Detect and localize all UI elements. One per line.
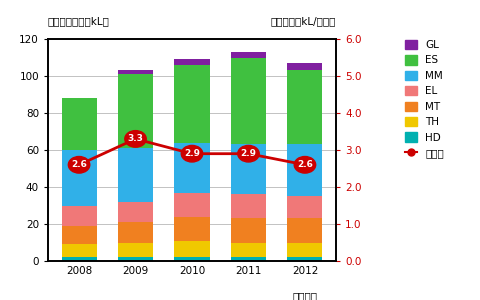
Bar — [175, 142, 209, 193]
Ellipse shape — [181, 146, 203, 162]
Bar — [118, 74, 153, 148]
Bar — [61, 226, 96, 244]
Bar — [288, 70, 323, 144]
Bar — [231, 242, 266, 257]
Text: 3.3: 3.3 — [128, 134, 144, 143]
Bar — [231, 218, 266, 242]
Bar — [61, 98, 96, 150]
Bar — [61, 150, 96, 206]
Bar — [231, 194, 266, 218]
Bar — [118, 202, 153, 222]
Text: （年度）: （年度） — [292, 292, 317, 300]
Bar — [288, 196, 323, 218]
Ellipse shape — [294, 157, 316, 173]
Bar — [61, 257, 96, 261]
Bar — [175, 65, 209, 142]
Bar — [231, 52, 266, 58]
Bar — [118, 257, 153, 261]
Text: 2.9: 2.9 — [240, 149, 256, 158]
Bar — [175, 59, 209, 65]
Legend: GL, ES, MM, EL, MT, TH, HD, 原単位: GL, ES, MM, EL, MT, TH, HD, 原単位 — [405, 40, 444, 158]
Bar — [118, 148, 153, 202]
Bar — [231, 145, 266, 194]
Bar — [288, 63, 323, 70]
Ellipse shape — [238, 146, 259, 162]
Bar — [231, 257, 266, 261]
Bar — [175, 217, 209, 241]
Bar — [288, 218, 323, 242]
Bar — [61, 206, 96, 226]
Text: 燃料消費量（千kL）: 燃料消費量（千kL） — [48, 16, 110, 26]
Bar — [61, 244, 96, 257]
Bar — [175, 193, 209, 217]
Bar — [175, 241, 209, 257]
Text: 2.9: 2.9 — [184, 149, 200, 158]
Bar — [118, 70, 153, 74]
Text: 2.6: 2.6 — [71, 160, 87, 169]
Bar — [288, 144, 323, 196]
Bar — [175, 257, 209, 261]
Bar — [288, 257, 323, 261]
Ellipse shape — [68, 157, 90, 173]
Bar — [118, 222, 153, 242]
Bar — [288, 242, 323, 257]
Ellipse shape — [125, 130, 146, 147]
Bar — [118, 242, 153, 257]
Text: 2.6: 2.6 — [297, 160, 313, 169]
Text: 原単位（十kL/億円）: 原単位（十kL/億円） — [271, 16, 336, 26]
Bar — [231, 58, 266, 144]
